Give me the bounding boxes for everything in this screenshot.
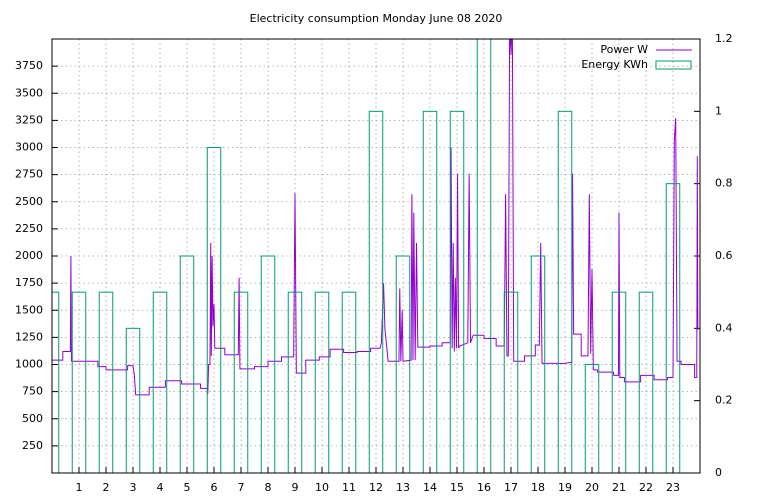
x-tick-label: 10 <box>315 481 329 494</box>
x-tick-label: 2 <box>103 481 110 494</box>
x-tick-label: 18 <box>531 481 545 494</box>
chart-title: Electricity consumption Monday June 08 2… <box>250 12 503 25</box>
power-line <box>52 39 699 396</box>
x-tick-label: 23 <box>666 481 680 494</box>
x-tick-label: 19 <box>558 481 572 494</box>
legend-swatch <box>655 60 692 70</box>
energy-bar <box>665 183 681 473</box>
y2-tick-label: 1 <box>715 104 722 117</box>
y-tick-label: 1500 <box>15 303 43 316</box>
y-tick-label: 2250 <box>15 222 43 235</box>
y2-tick-label: 1.2 <box>715 32 733 45</box>
energy-bar <box>206 147 222 473</box>
legend-label: Energy KWh <box>581 58 648 71</box>
energy-bar <box>584 364 600 473</box>
energy-bar <box>395 255 411 473</box>
y-tick-label: 750 <box>22 385 43 398</box>
energy-bar <box>179 255 195 473</box>
y-tick-label: 250 <box>22 439 43 452</box>
energy-bar <box>530 255 546 473</box>
x-tick-label: 8 <box>265 481 272 494</box>
y2-tick-label: 0.2 <box>715 394 733 407</box>
y-tick-label: 3250 <box>15 113 43 126</box>
y-tick-label: 1250 <box>15 330 43 343</box>
x-tick-label: 13 <box>396 481 410 494</box>
energy-bar <box>52 291 60 473</box>
y-tick-label: 2000 <box>15 249 43 262</box>
y2-tick-label: 0.6 <box>715 249 733 262</box>
x-tick-label: 4 <box>157 481 164 494</box>
x-tick-label: 14 <box>423 481 437 494</box>
x-tick-label: 22 <box>639 481 653 494</box>
y-tick-label: 1750 <box>15 276 43 289</box>
x-tick-label: 7 <box>238 481 245 494</box>
x-tick-label: 9 <box>292 481 299 494</box>
y2-tick-label: 0.8 <box>715 177 733 190</box>
x-tick-label: 17 <box>504 481 518 494</box>
y-tick-label: 1000 <box>15 358 43 371</box>
energy-bar <box>125 327 141 473</box>
x-tick-label: 11 <box>342 481 356 494</box>
x-tick-label: 3 <box>130 481 137 494</box>
x-tick-label: 21 <box>612 481 626 494</box>
y-tick-label: 2500 <box>15 195 43 208</box>
legend-label: Power W <box>600 43 648 56</box>
plot-frame <box>51 38 701 474</box>
y-tick-label: 500 <box>22 412 43 425</box>
x-tick-label: 6 <box>211 481 218 494</box>
x-tick-label: 15 <box>450 481 464 494</box>
y2-tick-label: 0 <box>715 466 722 479</box>
x-tick-label: 12 <box>369 481 383 494</box>
energy-bar <box>476 39 492 473</box>
x-tick-label: 1 <box>76 481 83 494</box>
y-tick-label: 3750 <box>15 59 43 72</box>
y2-tick-label: 0.4 <box>715 321 733 334</box>
y-tick-label: 3500 <box>15 86 43 99</box>
plot-area <box>52 39 699 473</box>
x-tick-label: 16 <box>477 481 491 494</box>
x-tick-label: 20 <box>585 481 599 494</box>
energy-bar <box>260 255 276 473</box>
y-tick-label: 2750 <box>15 168 43 181</box>
y-tick-label: 3000 <box>15 141 43 154</box>
x-tick-label: 5 <box>184 481 191 494</box>
